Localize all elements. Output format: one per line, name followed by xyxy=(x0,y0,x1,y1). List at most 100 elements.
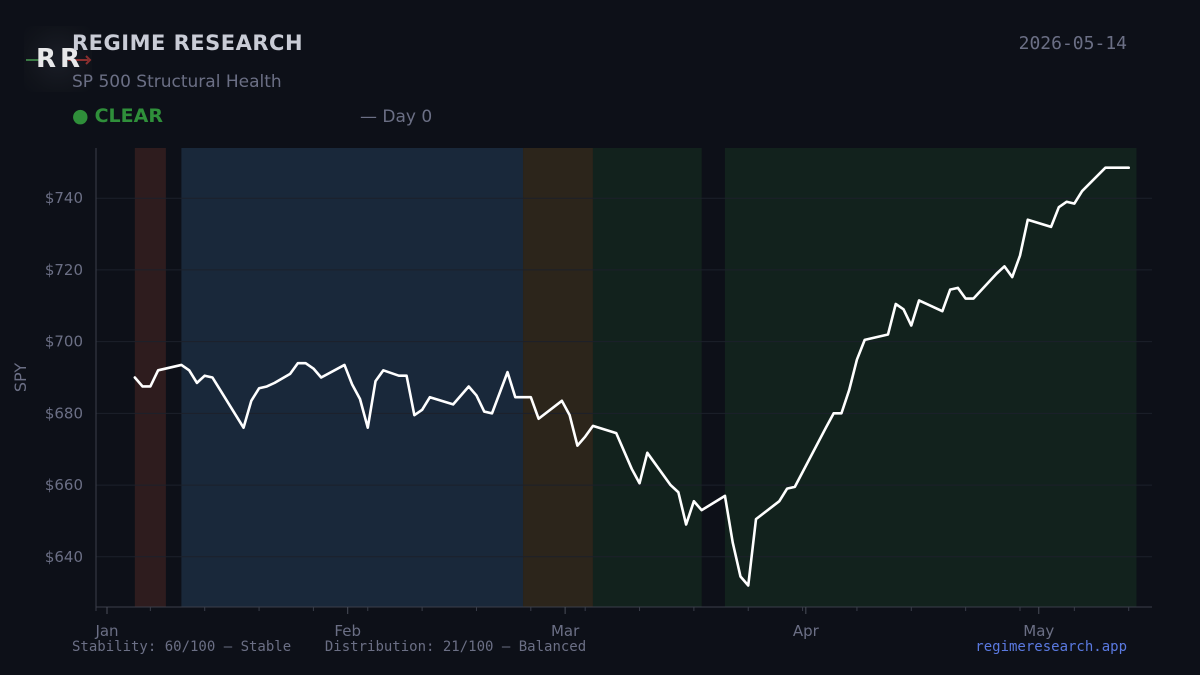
data-point xyxy=(840,412,843,415)
data-point xyxy=(561,400,563,402)
status-dot-icon: ● xyxy=(72,105,89,127)
data-point xyxy=(374,380,377,382)
data-point xyxy=(180,364,183,366)
page-subtitle: SP 500 Structural Health xyxy=(72,72,282,92)
brand-logo: RR xyxy=(24,26,92,92)
data-point xyxy=(483,410,486,413)
regime-band-3 xyxy=(592,148,702,607)
y-tick-label: $720 xyxy=(45,261,83,279)
distribution-metric: Distribution: 21/100 — Balanced xyxy=(324,639,587,655)
data-point xyxy=(304,362,307,364)
data-point xyxy=(320,376,322,379)
data-point xyxy=(1050,226,1052,228)
data-point xyxy=(343,364,346,366)
data-point xyxy=(196,382,198,384)
status-badge: ● CLEAR xyxy=(72,105,163,127)
data-point xyxy=(1019,254,1021,257)
data-point xyxy=(630,468,633,470)
status-label: CLEAR xyxy=(94,105,163,127)
data-point xyxy=(685,523,687,526)
data-point xyxy=(638,482,641,485)
regime-band-1 xyxy=(181,148,524,607)
data-point xyxy=(398,374,400,377)
data-point xyxy=(366,426,369,429)
data-point xyxy=(258,387,260,390)
y-tick-labels: $640 $660 $680 $700 $720 $740 xyxy=(45,189,83,566)
data-point xyxy=(297,362,299,364)
x-tick-label: Apr xyxy=(793,622,820,640)
logo-arrow-icon xyxy=(26,55,92,65)
stability-metric: Stability: 60/100 — Stable xyxy=(72,639,292,655)
brand-title: REGIME RESEARCH xyxy=(72,31,304,55)
day-counter: — Day 0 xyxy=(360,107,433,127)
data-point xyxy=(514,396,517,399)
data-point xyxy=(615,432,618,434)
y-tick-label: $740 xyxy=(45,189,83,207)
data-point xyxy=(693,500,695,503)
data-point xyxy=(894,303,897,305)
data-point xyxy=(995,272,998,275)
data-point xyxy=(568,414,571,416)
data-point xyxy=(592,425,594,427)
data-point xyxy=(530,396,532,399)
x-tick-label: May xyxy=(1023,622,1054,640)
data-point xyxy=(755,518,757,520)
y-tick-label: $660 xyxy=(45,476,83,494)
data-point xyxy=(1112,166,1114,169)
data-point xyxy=(584,435,586,438)
data-point xyxy=(312,367,315,370)
data-point xyxy=(669,484,672,486)
data-point xyxy=(351,383,354,386)
data-point xyxy=(134,376,136,379)
grid-lines xyxy=(96,197,1152,558)
data-point xyxy=(141,385,144,388)
data-point xyxy=(475,394,478,397)
data-point xyxy=(382,369,385,372)
data-point xyxy=(1058,206,1060,208)
data-point xyxy=(1127,166,1130,169)
data-point xyxy=(405,374,408,377)
data-point xyxy=(747,584,750,587)
data-point xyxy=(266,385,268,388)
data-point xyxy=(1073,202,1076,205)
data-point xyxy=(887,333,889,336)
regime-band-4 xyxy=(724,148,1137,607)
data-point xyxy=(1011,276,1014,278)
data-point xyxy=(421,408,423,411)
data-point xyxy=(941,310,944,312)
site-link[interactable]: regimeresearch.app xyxy=(975,639,1127,655)
x-tick-label: Jan xyxy=(94,622,118,640)
data-point xyxy=(957,287,959,289)
series-layer xyxy=(133,166,1131,587)
x-tick-label: Mar xyxy=(551,622,580,640)
data-point xyxy=(825,426,827,429)
data-point xyxy=(1104,166,1107,169)
data-point xyxy=(149,385,152,388)
data-point xyxy=(211,376,214,379)
data-point xyxy=(429,396,431,399)
data-point xyxy=(972,297,975,300)
data-point xyxy=(203,374,206,377)
regime-band-0 xyxy=(134,148,166,607)
data-point xyxy=(1026,218,1029,221)
footer-metrics: Stability: 60/100 — Stable Distribution:… xyxy=(72,639,586,655)
data-point xyxy=(1081,190,1083,192)
x-tick-labels: Jan Feb Mar Apr May xyxy=(94,607,1054,640)
y-axis-title: SPY xyxy=(11,363,30,392)
data-point xyxy=(1065,200,1068,203)
y-tick-label: $680 xyxy=(45,404,83,422)
data-point xyxy=(537,417,540,420)
data-point xyxy=(359,398,361,400)
data-point xyxy=(910,324,913,327)
data-point xyxy=(157,369,159,372)
data-point xyxy=(289,373,291,375)
data-point xyxy=(848,389,850,391)
y-tick-label: $640 xyxy=(45,548,83,566)
data-point xyxy=(677,491,680,494)
data-point xyxy=(731,541,734,544)
regime-bands xyxy=(134,148,1137,607)
data-point xyxy=(576,444,579,447)
data-point xyxy=(700,509,703,511)
data-point xyxy=(724,495,726,497)
chart-axes xyxy=(95,148,1152,611)
